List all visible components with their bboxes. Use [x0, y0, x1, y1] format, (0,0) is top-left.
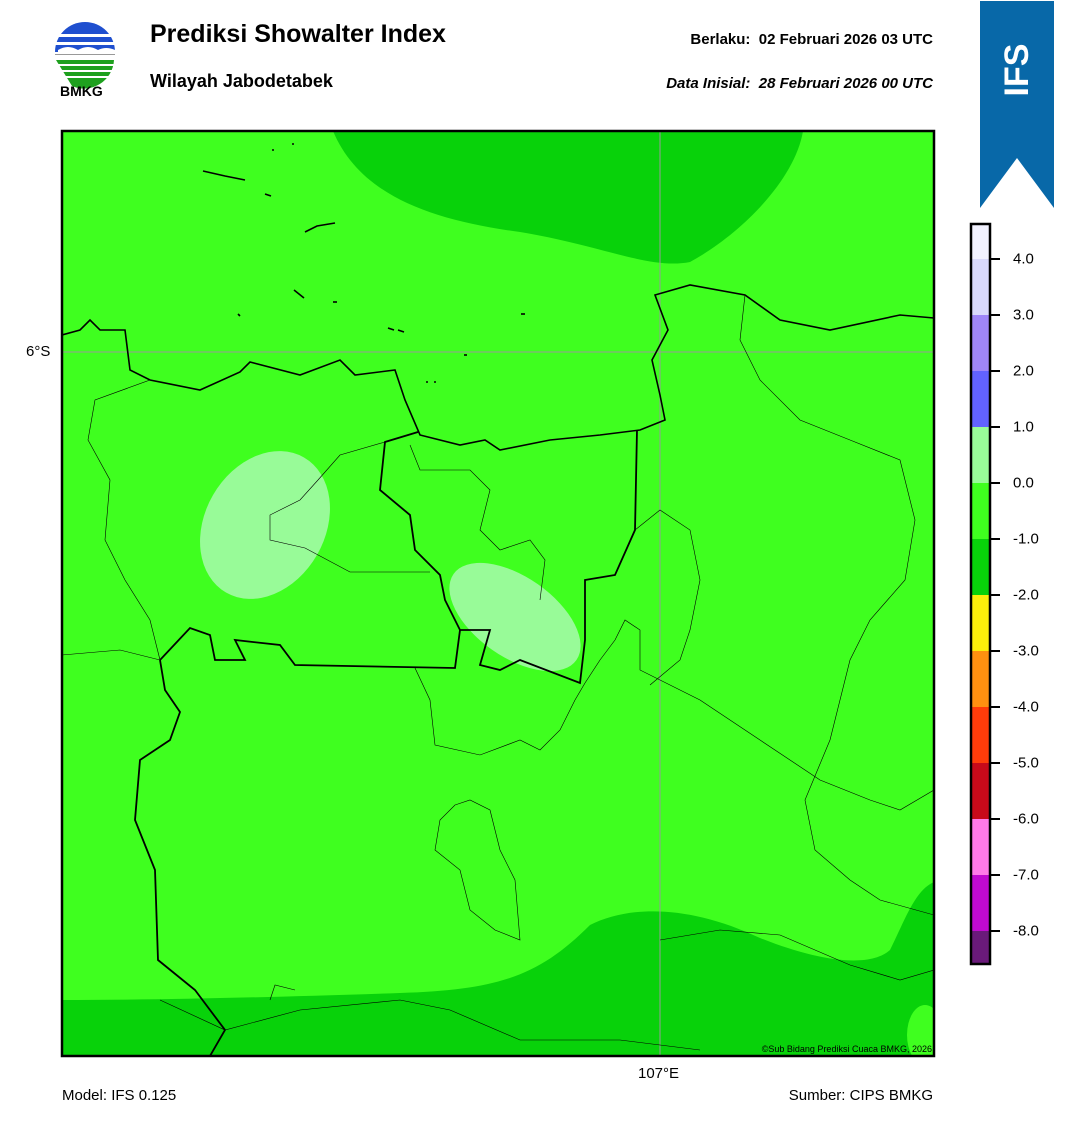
colorbar-segment [971, 931, 990, 964]
colorbar-segment [971, 539, 990, 595]
colorbar-tick-label: -1.0 [1013, 530, 1039, 548]
colorbar-tick-label: 1.0 [1013, 418, 1034, 436]
copyright: ©Sub Bidang Prediksi Cuaca BMKG, 2026 [761, 1044, 932, 1054]
ifs-ribbon [980, 1, 1054, 208]
colorbar-segment [971, 259, 990, 315]
colorbar-segment [971, 707, 990, 763]
colorbar-tick-label: -5.0 [1013, 754, 1039, 772]
colorbar-tick-label: 2.0 [1013, 362, 1034, 380]
colorbar-tick-label: -7.0 [1013, 866, 1039, 884]
colorbar-tick-label: -6.0 [1013, 810, 1039, 828]
colorbar-segment [971, 483, 990, 539]
colorbar [971, 224, 1000, 964]
sindex-region-se [907, 1005, 934, 1056]
colorbar-tick-label: -2.0 [1013, 586, 1039, 604]
colorbar-frame [969, 222, 992, 966]
model-label: Model: IFS 0.125 [62, 1087, 177, 1104]
colorbar-segment [971, 315, 990, 371]
map-area [62, 131, 934, 1056]
page-title: Prediksi Showalter Index [150, 20, 446, 48]
colorbar-segment [971, 875, 990, 931]
colorbar-segment [971, 371, 990, 427]
colorbar-segment [971, 427, 990, 483]
sindex-positive-region-center [449, 562, 581, 672]
colorbar-segment [971, 651, 990, 707]
colorbar-tick-label: 0.0 [1013, 474, 1034, 492]
ribbon-label: IFS [998, 43, 1036, 97]
regency-boundaries [62, 294, 934, 1051]
page-subtitle: Wilayah Jabodetabek [150, 71, 333, 91]
colorbar-tick-label: 3.0 [1013, 306, 1034, 324]
logo-text: BMKG [60, 83, 103, 99]
lat-label: 6°S [26, 343, 51, 360]
lon-label: 107°E [638, 1065, 680, 1082]
province-boundaries [134, 429, 638, 1056]
sindex-positive-region-west [200, 451, 330, 599]
colorbar-tick-label: -3.0 [1013, 642, 1039, 660]
map-frame [60, 129, 936, 1058]
colorbar-segment [971, 224, 990, 259]
colorbar-tick-label: 4.0 [1013, 250, 1034, 268]
colorbar-segment [971, 819, 990, 875]
sindex-minus2-region-south [62, 882, 934, 1056]
valid-time: Berlaku: 02 Februari 2026 03 UTC [690, 31, 933, 48]
colorbar-segment [971, 763, 990, 819]
colorbar-tick-label: -4.0 [1013, 698, 1039, 716]
sindex-minus2-region-north [333, 131, 803, 264]
init-time: Data Inisial: 28 Februari 2026 00 UTC [666, 75, 933, 92]
colorbar-segment [971, 595, 990, 651]
coastline [62, 143, 934, 451]
colorbar-tick-label: -8.0 [1013, 922, 1039, 940]
bmkg-logo [55, 22, 115, 89]
source-label: Sumber: CIPS BMKG [788, 1087, 933, 1104]
